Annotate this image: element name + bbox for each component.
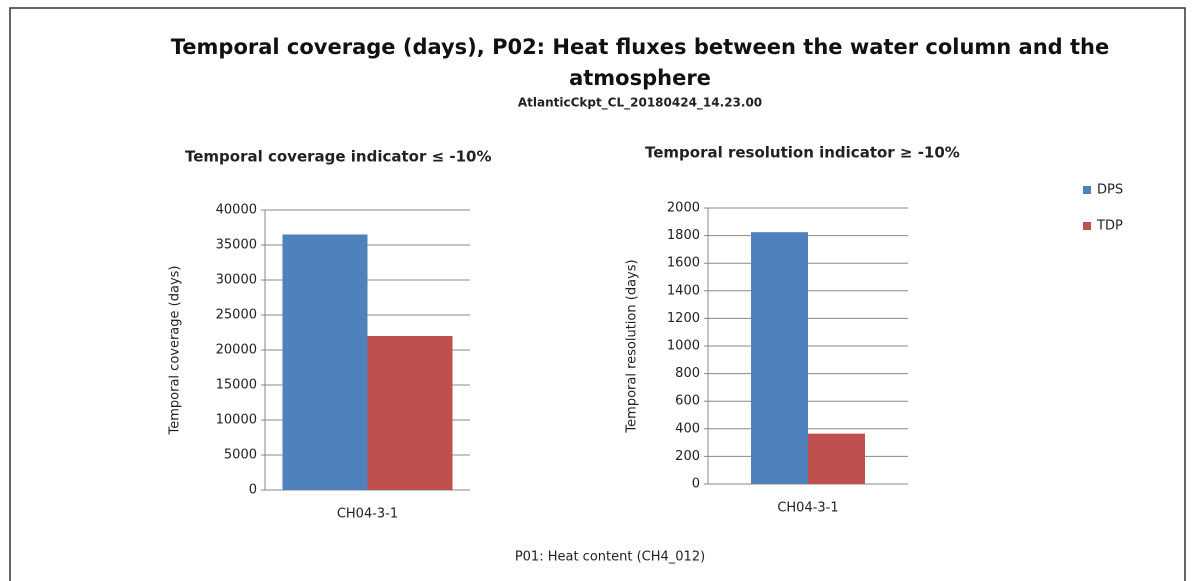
y-tick-label: 600 [675,394,700,409]
legend-swatch [1083,186,1091,194]
y-axis-label: Temporal resolution (days) [625,259,640,433]
bar [282,234,368,490]
y-tick-label: 35000 [216,238,257,253]
bar [751,232,808,484]
y-tick-label: 200 [675,449,700,464]
legend-label: DPS [1097,183,1123,198]
y-tick-label: 1800 [667,228,700,243]
y-tick-label: 20000 [216,343,257,358]
y-tick-label: 800 [675,366,700,381]
y-tick-label: 0 [692,477,700,492]
bar [808,433,865,484]
y-tick-label: 40000 [216,203,257,218]
y-tick-label: 5000 [224,448,257,463]
legend-swatch [1083,222,1091,230]
y-tick-label: 400 [675,421,700,436]
chart-subtitle: Temporal resolution indicator ≥ -10% [645,144,960,162]
y-tick-label: 30000 [216,273,257,288]
footer: P01: Heat content (CH4_012) [515,550,705,565]
x-tick-label: CH04-3-1 [777,501,838,516]
y-axis-label: Temporal coverage (days) [168,266,183,436]
y-tick-label: 1000 [667,339,700,354]
y-tick-label: 0 [249,483,257,498]
y-tick-label: 1600 [667,256,700,271]
bar [367,336,453,490]
subtitle: AtlanticCkpt_CL_20180424_14.23.00 [518,96,762,111]
y-tick-label: 1200 [667,311,700,326]
x-tick-label: CH04-3-1 [337,507,398,522]
chart-subtitle: Temporal coverage indicator ≤ -10% [185,148,492,166]
frame [9,7,1186,581]
legend-label: TDP [1096,219,1123,234]
y-tick-label: 25000 [216,308,257,323]
y-tick-label: 15000 [216,378,257,393]
y-tick-label: 10000 [216,413,257,428]
y-tick-label: 1400 [667,283,700,298]
title: Temporal coverage (days), P02: Heat flux… [170,35,1110,90]
y-tick-label: 2000 [667,201,700,216]
